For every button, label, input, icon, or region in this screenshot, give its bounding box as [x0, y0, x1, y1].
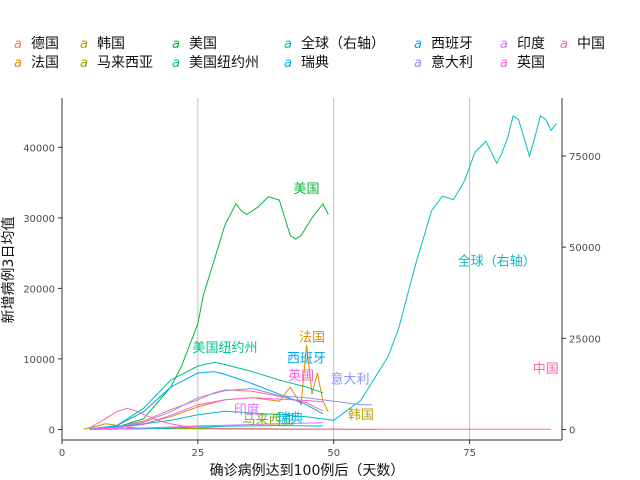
y-tick-label-left: 30000: [23, 214, 55, 225]
series-label: 韩国: [348, 408, 374, 423]
legend-key-glyph: a: [500, 37, 508, 52]
legend-item-label: 韩国: [97, 36, 125, 52]
legend-item-label: 德国: [31, 36, 59, 52]
legend-key-glyph: a: [414, 37, 422, 52]
legend-key-glyph: a: [14, 37, 22, 52]
series-label: 中国: [533, 362, 559, 377]
legend-key-glyph: a: [560, 37, 568, 52]
series-label: 美国纽约州: [193, 341, 258, 356]
series-label: 全球（右轴）: [458, 253, 536, 269]
x-tick-label: 50: [327, 448, 340, 459]
y-tick-label-right: 25000: [569, 334, 601, 345]
series-label: 英国: [288, 369, 314, 384]
legend-item-label: 全球（右轴）: [301, 35, 385, 52]
legend-item-label: 法国: [31, 55, 59, 71]
x-tick-label: 0: [59, 448, 65, 459]
legend-item-label: 美国纽约州: [189, 55, 259, 71]
series-line: [89, 387, 372, 430]
y-axis-title: 新增病例3日均值: [1, 217, 17, 324]
series-line: [89, 422, 323, 430]
legend-key-glyph: a: [172, 37, 180, 52]
legend-key-glyph: a: [284, 56, 292, 71]
legend-item-label: 西班牙: [431, 36, 473, 52]
legend-key-glyph: a: [172, 56, 180, 71]
y-tick-label-left: 10000: [23, 355, 55, 366]
y-tick-label-left: 40000: [23, 143, 55, 154]
series-label: 马来西亚: [243, 413, 295, 428]
y-tick-label-left: 0: [49, 425, 55, 436]
series-line: [89, 397, 323, 430]
legend-key-glyph: a: [284, 37, 292, 52]
legend-key-glyph: a: [80, 37, 88, 52]
x-tick-label: 25: [192, 448, 205, 459]
series-layer: [83, 115, 557, 430]
legend-key-glyph: a: [80, 56, 88, 71]
legend-key-glyph: a: [500, 56, 508, 71]
series-label: 西班牙: [287, 351, 326, 366]
legend: a 德国 a 法国 a 韩国 a 马来西亚 a 美国 a 美国纽约州 a 全球（右轴） a 瑞典 a 西班牙 a 意大…: [14, 35, 605, 71]
series-label: 美国: [294, 182, 320, 197]
series-line: [89, 115, 557, 430]
legend-item-label: 美国: [189, 36, 217, 52]
x-axis-title: 确诊病例达到100例后（天数）: [210, 463, 405, 479]
series-line: [88, 407, 552, 430]
y-tick-label-left: 20000: [23, 284, 55, 295]
series-line: [89, 361, 324, 430]
y-tick-label-right: 0: [569, 425, 575, 436]
series-line: [89, 196, 329, 430]
legend-item-label: 瑞典: [301, 55, 329, 71]
legend-item-label: 意大利: [431, 54, 473, 71]
y-tick-label-right: 75000: [569, 152, 601, 163]
legend-item-label: 英国: [517, 54, 545, 71]
gridlines: [197, 98, 471, 440]
x-tick-label: 75: [463, 448, 476, 459]
legend-item-label: 马来西亚: [97, 55, 153, 71]
series-label: 法国: [299, 330, 325, 345]
legend-item-label: 中国: [577, 36, 605, 52]
y-tick-label-right: 50000: [569, 243, 601, 254]
series-label: 瑞典: [277, 411, 303, 426]
axes: 0 25 50 75 0 10000 20000 30000 40000 0 25000 50000 7…: [23, 98, 601, 459]
series-line: [89, 389, 324, 430]
series-label: 印度: [234, 402, 260, 418]
series-line: [89, 371, 324, 430]
legend-item-label: 印度: [517, 36, 545, 52]
legend-key-glyph: a: [414, 56, 422, 71]
series-label: 意大利: [331, 372, 370, 388]
legend-key-glyph: a: [14, 56, 22, 71]
